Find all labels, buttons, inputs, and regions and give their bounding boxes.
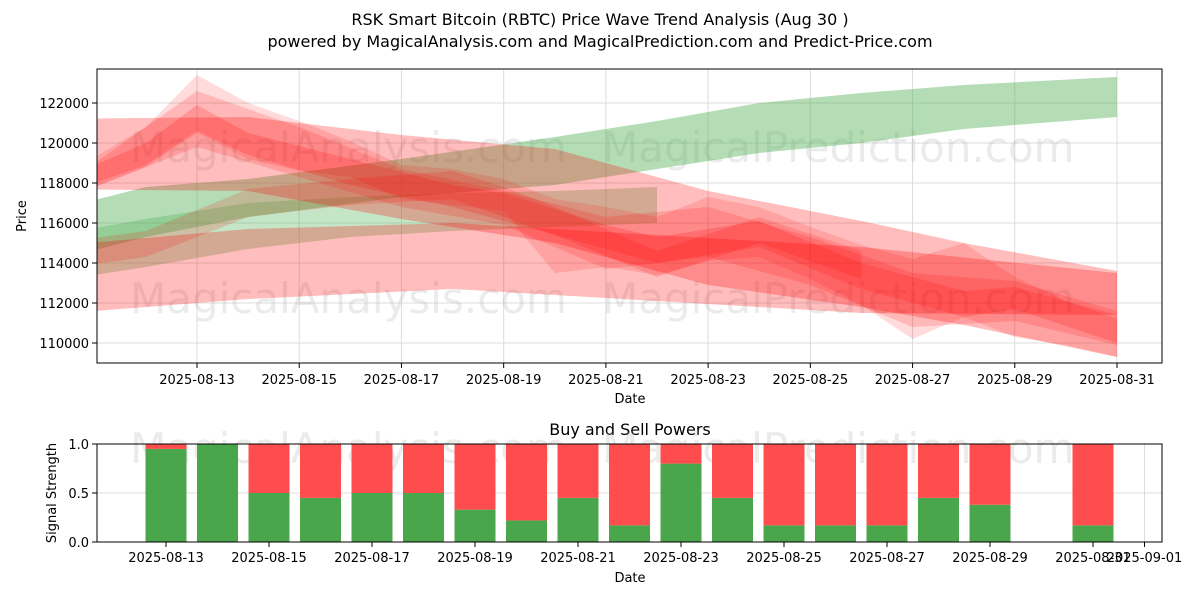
price-bands: [97, 75, 1117, 357]
chart-subtitle: powered by MagicalAnalysis.com and Magic…: [267, 32, 932, 51]
top-y-tick-label: 116000: [39, 217, 89, 232]
buy-power-bar: [351, 493, 393, 542]
sell-power-bar: [969, 444, 1011, 505]
top-x-tick-label: 2025-08-31: [1079, 373, 1155, 388]
sell-power-bar: [454, 444, 496, 510]
uptrend-band-1: [97, 187, 657, 275]
downtrend-band-7: [97, 171, 862, 279]
buy-power-bar: [506, 520, 547, 542]
buy-power-bar: [454, 509, 496, 542]
bottom-x-tick-label: 2025-08-13: [128, 551, 204, 566]
sell-power-bar: [660, 444, 702, 464]
buy-power-bar: [918, 497, 959, 542]
sell-power-bar: [712, 444, 753, 498]
buy-power-bar: [1072, 525, 1114, 542]
top-x-tick-label: 2025-08-21: [568, 373, 644, 388]
top-y-tick-label: 122000: [39, 97, 89, 112]
top-y-tick-label: 110000: [39, 337, 89, 352]
downtrend-band-5: [97, 91, 1117, 345]
top-y-tick-label: 114000: [39, 257, 89, 272]
bottom-x-tick-label: 2025-08-19: [437, 551, 513, 566]
sell-power-bar: [1072, 444, 1114, 526]
bottom-x-tick-label: 2025-08-25: [746, 551, 822, 566]
watermark-text: MagicalAnalysis.com: [130, 424, 567, 473]
sell-power-bar: [609, 444, 650, 526]
bottom-y-axis-label: Signal Strength: [45, 443, 60, 543]
sell-power-bar: [248, 444, 290, 493]
top-x-tick-label: 2025-08-15: [261, 373, 337, 388]
top-x-tick-label: 2025-08-27: [875, 373, 951, 388]
sell-power-bar: [145, 444, 187, 449]
bottom-y-tick-label: 0.5: [68, 487, 89, 502]
top-y-tick-label: 120000: [39, 137, 89, 152]
bottom-y-tick-label: 1.0: [68, 438, 89, 453]
sell-power-bar: [557, 444, 599, 498]
buy-power-bar: [660, 463, 702, 542]
buy-power-bar: [248, 493, 290, 542]
downtrend-band-2: [97, 117, 1117, 357]
buy-power-bar: [866, 525, 908, 542]
buy-power-bar: [969, 504, 1011, 542]
bottom-x-tick-label: 2025-09-01: [1107, 551, 1183, 566]
watermark-text: MagicalPrediction.com: [602, 274, 1075, 323]
top-y-tick-label: 118000: [39, 177, 89, 192]
bottom-plot-frame: [96, 443, 1163, 543]
sell-power-bar: [763, 444, 805, 526]
bottom-x-tick-label: 2025-08-15: [231, 551, 307, 566]
sell-power-bar: [918, 444, 959, 498]
chart-title: RSK Smart Bitcoin (RBTC) Price Wave Tren…: [351, 10, 848, 29]
bottom-x-axis-label: Date: [614, 571, 645, 586]
top-x-tick-label: 2025-08-23: [670, 373, 746, 388]
downtrend-band-4: [97, 75, 1117, 357]
watermark-text: MagicalAnalysis.com: [130, 123, 567, 172]
buy-power-bar: [763, 525, 805, 542]
downtrend-band-3: [97, 223, 1117, 315]
buy-power-bar: [557, 497, 599, 542]
bottom-x-tick-label: 2025-08-29: [952, 551, 1028, 566]
bottom-x-tick-label: 2025-08-27: [849, 551, 925, 566]
buy-power-bar: [712, 497, 753, 542]
downtrend-band-6: [97, 105, 1117, 343]
bottom-x-tick-label: 2025-08-31: [1055, 551, 1131, 566]
watermark-text: MagicalAnalysis.com: [130, 274, 567, 323]
bottom-y-tick-label: 0.0: [68, 536, 89, 551]
top-plot-frame: [96, 68, 1163, 364]
top-y-tick-label: 112000: [39, 297, 89, 312]
sell-power-bar: [506, 444, 547, 521]
sell-power-bar: [403, 444, 444, 493]
watermark-text: MagicalPrediction.com: [602, 123, 1075, 172]
bottom-x-tick-label: 2025-08-21: [540, 551, 616, 566]
buy-power-bar: [609, 525, 650, 542]
sell-power-bar: [815, 444, 856, 526]
top-x-tick-label: 2025-08-25: [773, 373, 849, 388]
sell-power-bar: [351, 444, 393, 493]
top-x-axis-label: Date: [614, 392, 645, 407]
buy-power-bar: [300, 497, 341, 542]
top-x-tick-label: 2025-08-29: [977, 373, 1053, 388]
buy-power-bar: [815, 525, 856, 542]
top-y-axis-label: Price: [15, 200, 30, 232]
uptrend-band-0: [97, 77, 1117, 250]
top-x-tick-label: 2025-08-13: [159, 373, 235, 388]
price-wave-plot: 2025-08-13 2025-08-15 2025-08-17 2025-08-19…: [39, 68, 1163, 388]
sell-power-bar: [866, 444, 908, 526]
buy-power-bar: [403, 493, 444, 542]
top-x-tick-label: 2025-08-19: [466, 373, 542, 388]
bottom-chart-title: Buy and Sell Powers: [549, 420, 711, 439]
top-x-tick-label: 2025-08-17: [364, 373, 440, 388]
bottom-x-tick-label: 2025-08-23: [643, 551, 719, 566]
sell-power-bar: [300, 444, 341, 498]
buy-sell-power-plot: 2025-08-13 2025-08-15 2025-08-17 2025-08-19…: [68, 424, 1182, 566]
buy-power-bar: [197, 444, 238, 542]
buy-power-bar: [145, 448, 187, 542]
bottom-x-tick-label: 2025-08-17: [334, 551, 410, 566]
